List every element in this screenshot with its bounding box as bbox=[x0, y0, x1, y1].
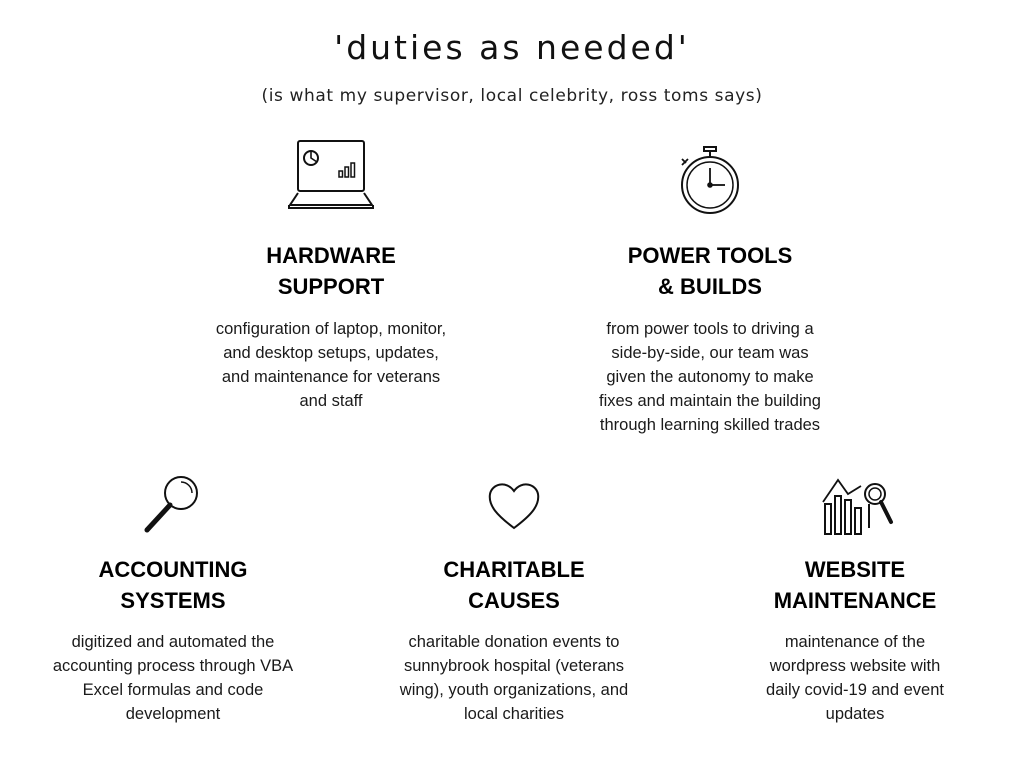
page-title: 'duties as needed' bbox=[334, 28, 690, 67]
card-heading: HARDWARE SUPPORT bbox=[266, 243, 396, 299]
card-description: configuration of laptop, monitor, and de… bbox=[215, 320, 447, 410]
card-description: charitable donation events to sunnybrook… bbox=[399, 633, 629, 723]
laptop-chart-icon bbox=[186, 135, 476, 215]
analytics-chart-icon bbox=[710, 466, 1000, 546]
card-heading: POWER TOOLS & BUILDS bbox=[627, 243, 793, 299]
card-heading: ACCOUNTING SYSTEMS bbox=[98, 557, 248, 613]
card-description: maintenance of the wordpress website wit… bbox=[766, 633, 944, 723]
stopwatch-icon bbox=[565, 135, 855, 215]
heart-icon bbox=[369, 466, 659, 546]
card-heading: WEBSITE MAINTENANCE bbox=[773, 557, 937, 613]
magnifying-glass-icon bbox=[28, 466, 318, 546]
card-heading: CHARITABLE CAUSES bbox=[443, 557, 585, 613]
page-subtitle: (is what my supervisor, local celebrity,… bbox=[261, 86, 763, 106]
card-description: from power tools to driving a side-by-si… bbox=[599, 320, 821, 434]
card-description: digitized and automated the accounting p… bbox=[52, 633, 294, 723]
